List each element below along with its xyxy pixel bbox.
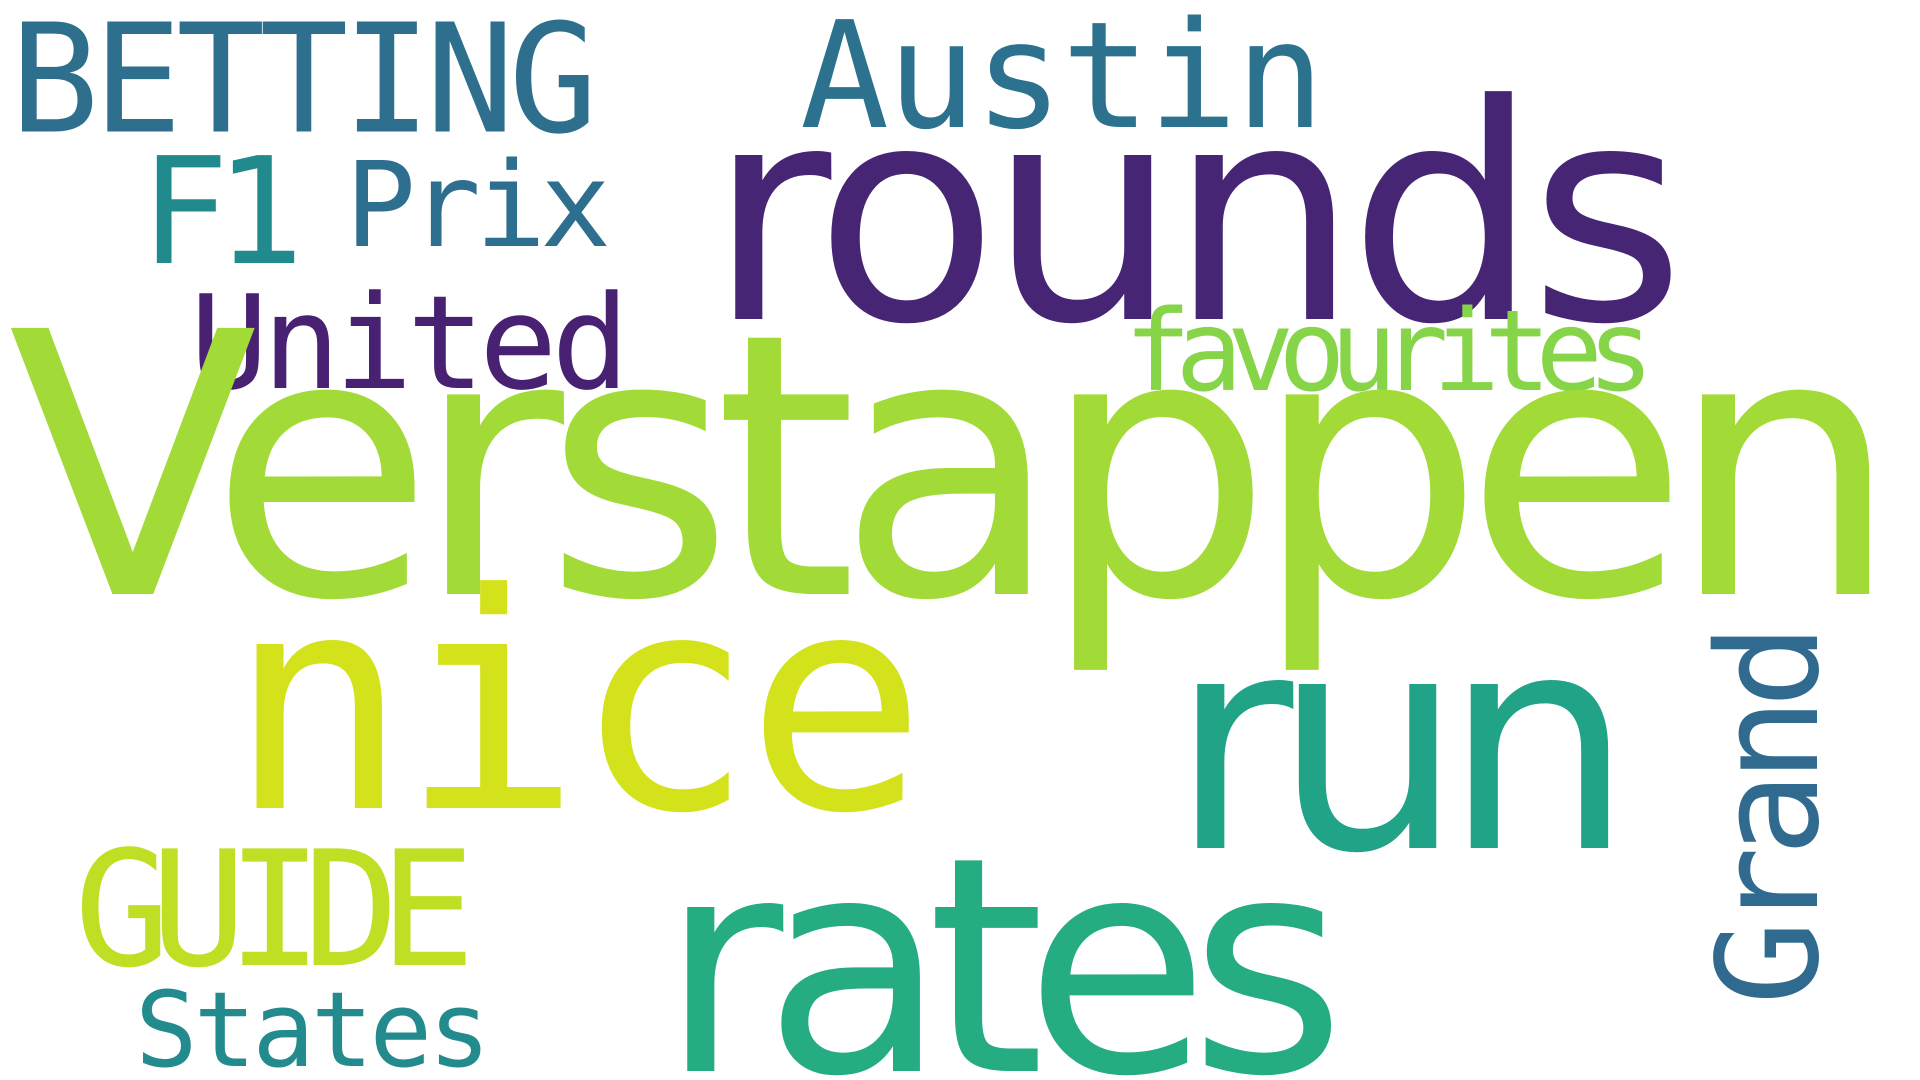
word-rounds: rounds (708, 41, 1685, 390)
word-betting: BETTING (10, 0, 598, 168)
word-grand: Grand (1688, 633, 1851, 1005)
word-rates: rates (660, 793, 1346, 1080)
word-prix: Prix (345, 136, 611, 274)
word-verstappen: Verstappen (8, 256, 1900, 681)
word-nice: nice (228, 530, 926, 879)
word-united: United (190, 267, 630, 419)
word-run: run (1170, 570, 1634, 919)
word-f1: F1 (140, 126, 304, 298)
word-guide: GUIDE (74, 816, 476, 1003)
word-favourites: favourites (1124, 287, 1654, 417)
word-austin: Austin (800, 0, 1325, 162)
word-states: States (135, 969, 491, 1080)
